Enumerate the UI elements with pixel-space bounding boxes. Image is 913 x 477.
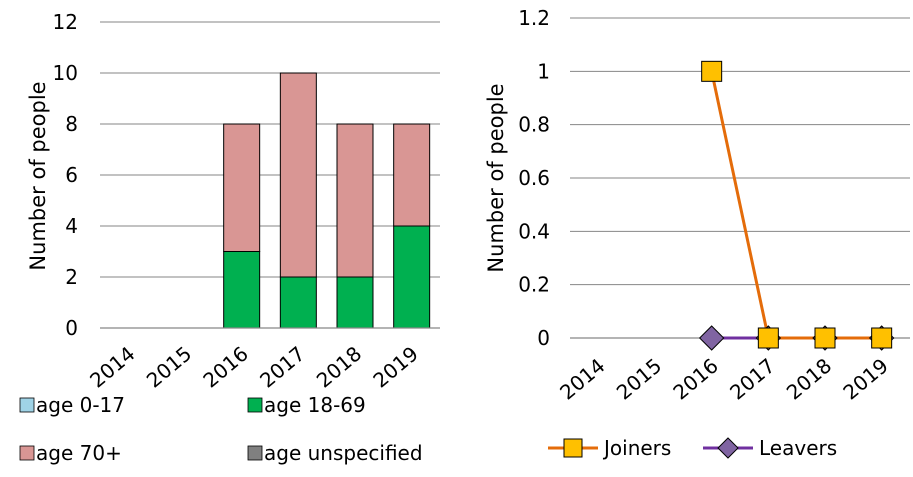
x-tick-label: 2014	[555, 353, 609, 404]
y-tick-label: 4	[65, 214, 78, 238]
y-tick-label: 12	[53, 10, 78, 34]
bar-chart-gridlines	[100, 21, 440, 329]
x-tick-label: 2015	[142, 341, 196, 392]
legend-swatch	[247, 445, 263, 461]
data-point-square	[814, 327, 836, 349]
legend-label: age unspecified	[264, 441, 423, 465]
x-tick-label: 2019	[368, 341, 422, 392]
bar-chart-legend: age 0-17 age 18-69 age 70+ age unspecified	[19, 393, 423, 465]
y-tick-label: 0.2	[518, 273, 550, 297]
y-tick-label: 0	[537, 326, 550, 350]
line-chart-x-tick-labels: 2014 2015 2016 2017 2018 2019	[555, 353, 893, 404]
bar-chart-x-tick-labels: 2014 2015 2016 2017 2018 2019	[85, 341, 423, 392]
bar-chart-y-tick-labels: 0 2 4 6 8 10 12	[53, 10, 78, 340]
y-tick-label: 6	[65, 163, 78, 187]
x-tick-label: 2014	[85, 341, 139, 392]
legend-marker-square	[563, 438, 583, 458]
legend-label: age 18-69	[264, 393, 366, 417]
bar-segment	[279, 276, 317, 329]
y-tick-label: 0.4	[518, 219, 550, 243]
y-tick-label: 2	[65, 265, 78, 289]
x-tick-label: 2018	[312, 341, 366, 392]
line-chart-series	[698, 60, 895, 351]
bar-chart-bars	[223, 72, 431, 329]
x-tick-label: 2016	[668, 353, 722, 404]
y-tick-label: 8	[65, 112, 78, 136]
legend-label: age 0-17	[36, 393, 125, 417]
y-tick-label: 1	[537, 59, 550, 83]
y-tick-label: 0	[65, 316, 78, 340]
legend-swatch	[19, 445, 35, 461]
line-chart: 0 0.2 0.4 0.6 0.8 1 1.2 2014 2015 2016 2017 2018 20…	[484, 6, 910, 460]
data-point-diamond	[698, 325, 725, 351]
legend-marker-diamond	[717, 437, 739, 459]
legend-label: Joiners	[602, 436, 671, 460]
bar-segment	[393, 123, 431, 227]
line-chart-y-axis-label: Number of people	[484, 83, 508, 272]
x-tick-label: 2018	[782, 353, 836, 404]
legend-swatch	[19, 397, 35, 413]
y-tick-label: 0.8	[518, 113, 550, 137]
legend-swatch	[247, 397, 263, 413]
bar-segment	[223, 123, 261, 252]
bar-segment	[393, 225, 431, 329]
data-point-square	[871, 327, 893, 349]
line-chart-gridlines	[570, 17, 910, 286]
bar-chart-y-axis-label: Number of people	[26, 81, 50, 270]
legend-label: Leavers	[759, 436, 837, 460]
x-tick-label: 2019	[838, 353, 892, 404]
x-tick-label: 2016	[198, 341, 252, 392]
line-chart-y-tick-labels: 0 0.2 0.4 0.6 0.8 1 1.2	[518, 6, 550, 350]
series-line-joiners	[710, 71, 882, 340]
stacked-bar-chart: 0 2 4 6 8 10 12 2014 2015 2016 2017 2018 2019 Numbe…	[19, 10, 440, 465]
x-tick-label: 2017	[255, 341, 309, 392]
x-tick-label: 2017	[725, 353, 779, 404]
y-tick-label: 1.2	[518, 6, 550, 30]
data-point-square	[757, 327, 779, 349]
y-tick-label: 0.6	[518, 166, 550, 190]
line-chart-legend: Joiners Leavers	[548, 436, 837, 460]
bar-segment	[336, 123, 374, 278]
y-tick-label: 10	[53, 61, 78, 85]
bar-segment	[223, 251, 261, 329]
legend-label: age 70+	[36, 441, 122, 465]
data-point-square	[701, 60, 723, 82]
bar-segment	[279, 72, 317, 278]
x-tick-label: 2015	[612, 353, 666, 404]
bar-segment	[336, 276, 374, 329]
